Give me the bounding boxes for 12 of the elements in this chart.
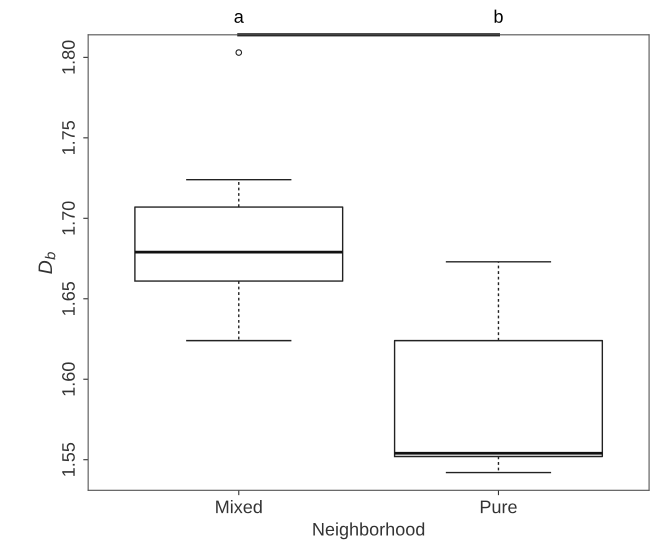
x-tick-label: Pure xyxy=(480,500,517,514)
y-tick-label: 1.75 xyxy=(62,121,75,154)
y-tick-label: 1.60 xyxy=(62,362,75,396)
y-tick-label: 1.70 xyxy=(62,201,75,234)
y-axis-title: D$_{b}$ xyxy=(38,252,56,274)
text: a xyxy=(234,13,244,23)
x-tick-label: Mixed xyxy=(216,500,262,514)
y-tick-label: 1.80 xyxy=(62,40,75,74)
y-tick-label: 1.55 xyxy=(62,442,75,476)
x-axis-title: Neighborhood xyxy=(313,522,424,540)
y-tick-label: 1.65 xyxy=(62,282,75,315)
text: b xyxy=(494,10,503,23)
